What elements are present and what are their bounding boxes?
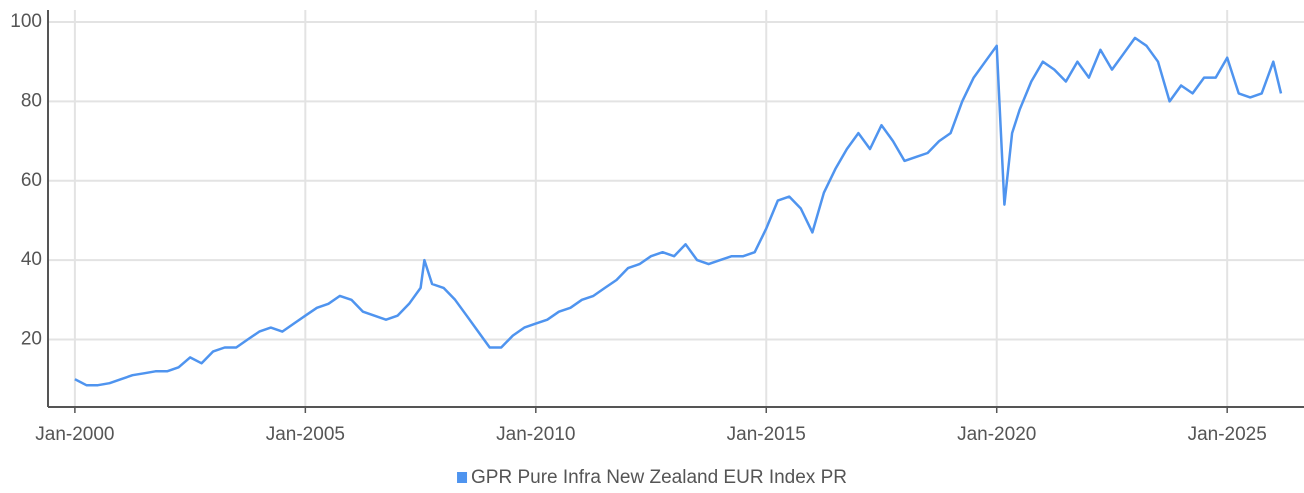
x-tick-label: Jan-2010 — [496, 424, 575, 445]
x-tick-label: Jan-2025 — [1188, 424, 1267, 445]
x-tick-label: Jan-2005 — [266, 424, 345, 445]
x-tick-label: Jan-2015 — [727, 424, 806, 445]
y-tick-label: 60 — [21, 170, 42, 191]
y-tick-label: 20 — [21, 329, 42, 350]
line-series — [74, 36, 1283, 387]
legend-swatch — [457, 472, 468, 483]
y-tick-label: 100 — [10, 11, 42, 32]
legend-label: GPR Pure Infra New Zealand EUR Index PR — [471, 467, 847, 488]
y-tick-label: 40 — [21, 249, 42, 270]
y-tick-label: 80 — [21, 90, 42, 111]
x-tick-label: Jan-2000 — [35, 424, 114, 445]
x-tick-label: Jan-2020 — [957, 424, 1036, 445]
